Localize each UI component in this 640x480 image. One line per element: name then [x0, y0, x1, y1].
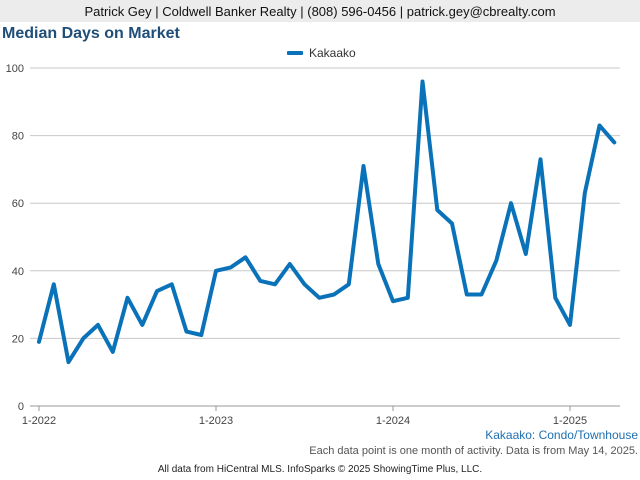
- footer-credit: All data from HiCentral MLS. InfoSparks …: [157, 464, 483, 475]
- y-tick-label: 40: [12, 266, 24, 278]
- data-point: [140, 323, 144, 327]
- data-point: [126, 296, 130, 300]
- data-point: [52, 282, 56, 286]
- legend-label: Kakaako: [309, 46, 356, 60]
- series-line-kakaako: [37, 79, 617, 365]
- data-point: [244, 255, 248, 259]
- data-point: [317, 296, 321, 300]
- data-point: [347, 282, 351, 286]
- data-point: [598, 123, 602, 127]
- data-point: [612, 140, 616, 144]
- data-point: [67, 360, 71, 364]
- data-point: [258, 279, 262, 283]
- data-point: [509, 201, 513, 205]
- chart-legend[interactable]: Kakaako: [287, 46, 356, 60]
- data-point: [273, 282, 277, 286]
- data-point: [155, 289, 159, 293]
- x-tick-label: 1-2022: [22, 415, 56, 427]
- data-point: [37, 340, 41, 344]
- data-point: [391, 299, 395, 303]
- data-point: [229, 265, 233, 269]
- data-point: [524, 252, 528, 256]
- x-tick-label: 1-2024: [376, 415, 410, 427]
- data-point: [421, 80, 425, 84]
- data-point: [303, 282, 307, 286]
- chart-title: Median Days on Market: [2, 25, 180, 42]
- data-point: [332, 292, 336, 296]
- y-tick-label: 80: [12, 131, 24, 143]
- contact-line: Patrick Gey | Coldwell Banker Realty | (…: [84, 3, 556, 19]
- legend-swatch: [287, 51, 303, 55]
- y-tick-label: 0: [18, 401, 24, 413]
- y-tick-label: 60: [12, 198, 24, 210]
- data-point: [376, 262, 380, 266]
- data-point: [96, 323, 100, 327]
- y-tick-label: 20: [12, 333, 24, 345]
- data-point: [214, 269, 218, 273]
- data-point: [494, 259, 498, 263]
- data-point: [199, 333, 203, 337]
- data-point: [480, 292, 484, 296]
- data-point: [111, 350, 115, 354]
- data-point: [170, 282, 174, 286]
- x-tick-label: 1-2023: [199, 415, 233, 427]
- contact-header: Patrick Gey | Coldwell Banker Realty | (…: [0, 0, 640, 22]
- data-point: [435, 208, 439, 212]
- data-point: [465, 292, 469, 296]
- data-point: [185, 330, 189, 334]
- data-point: [539, 157, 543, 161]
- y-tick-label: 100: [6, 63, 24, 75]
- data-point: [568, 323, 572, 327]
- data-point: [362, 164, 366, 168]
- data-point: [583, 191, 587, 195]
- x-tick-label: 1-2025: [553, 415, 587, 427]
- data-point: [406, 296, 410, 300]
- data-note: Each data point is one month of activity…: [309, 445, 638, 457]
- chart-subtitle-label: Kakaako: Condo/Townhouse: [485, 428, 638, 442]
- data-point: [450, 221, 454, 225]
- data-point: [553, 296, 557, 300]
- data-point: [288, 262, 292, 266]
- data-point: [81, 336, 85, 340]
